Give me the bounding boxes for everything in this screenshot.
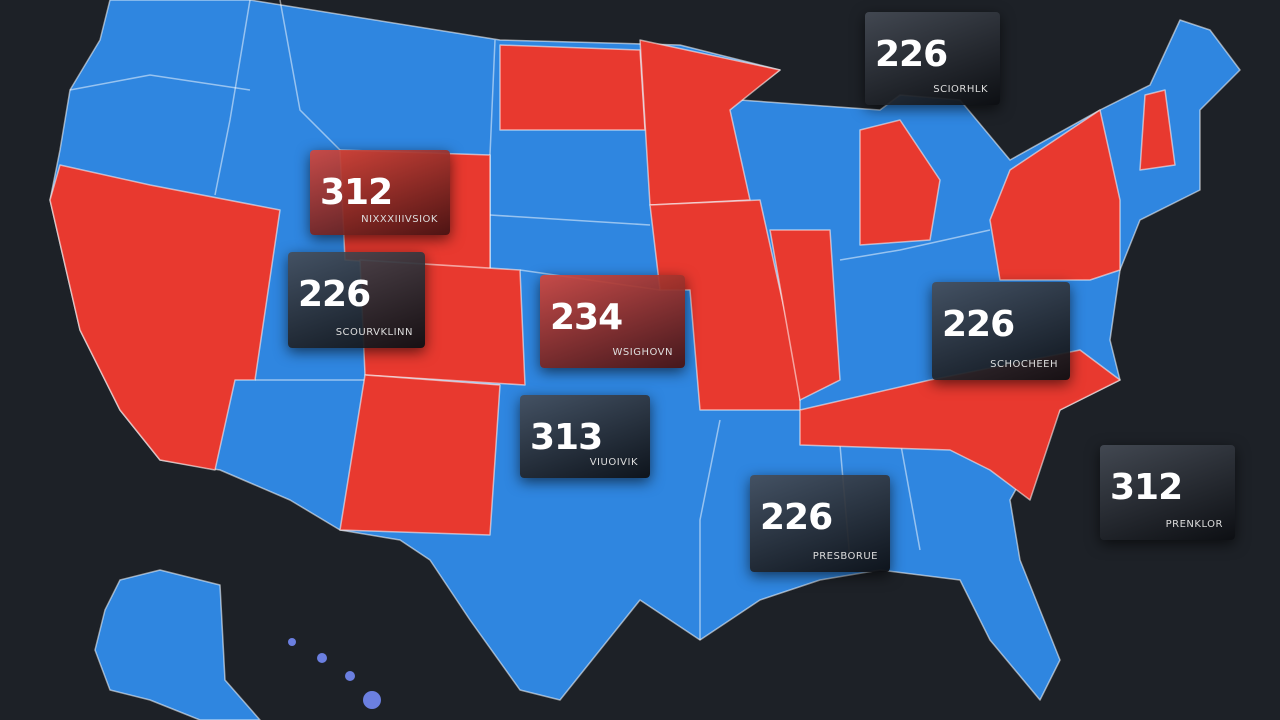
label-box: 312 NIXXXIIIVSIOK — [310, 150, 450, 235]
label-caption: PRENKLOR — [1165, 519, 1223, 530]
label-caption: PRESBORUE — [812, 551, 878, 562]
label-value: 226 — [760, 497, 833, 538]
label-value: 226 — [875, 34, 948, 75]
label-caption: WSIGHOVN — [612, 347, 673, 358]
label-value: 312 — [320, 172, 393, 213]
label-caption: SCIORHLK — [933, 84, 988, 95]
label-box: 226 PRESBORUE — [750, 475, 890, 572]
hawaii — [288, 638, 381, 709]
label-value: 226 — [942, 304, 1015, 345]
red-states — [49, 39, 1176, 536]
label-value: 234 — [550, 297, 623, 338]
label-caption: SCHOCHEEH — [990, 359, 1058, 370]
label-box: 226 SCOURVKLINN — [288, 252, 425, 348]
label-value: 226 — [298, 274, 371, 315]
label-box: 234 WSIGHOVN — [540, 275, 685, 368]
label-box: 226 SCIORHLK — [865, 12, 1000, 105]
label-caption: SCOURVKLINN — [335, 327, 413, 338]
label-value: 312 — [1110, 467, 1183, 508]
alaska — [94, 569, 261, 720]
label-box: 226 SCHOCHEEH — [932, 282, 1070, 380]
label-box: 312 PRENKLOR — [1100, 445, 1235, 540]
label-caption: NIXXXIIIVSIOK — [361, 214, 438, 225]
label-value: 313 — [530, 417, 603, 458]
label-caption: VIUOIVIK — [589, 457, 638, 468]
label-box: 313 VIUOIVIK — [520, 395, 650, 478]
